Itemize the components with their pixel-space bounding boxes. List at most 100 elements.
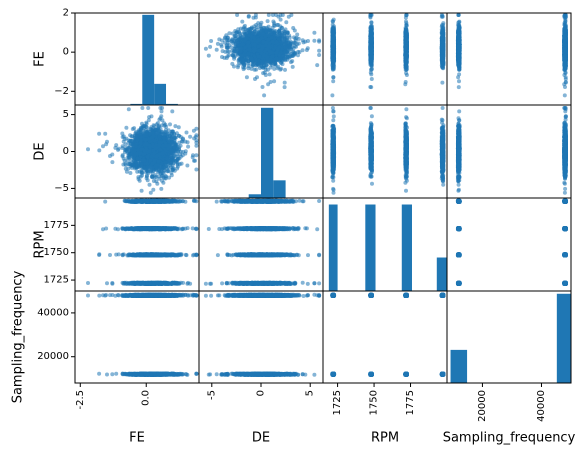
scatter-point	[292, 40, 297, 45]
scatter-point	[261, 54, 266, 58]
scatter-point	[266, 82, 271, 87]
scatter-point	[283, 49, 288, 54]
scatter-point	[259, 36, 264, 40]
scatter-point	[279, 40, 284, 45]
scatter-point	[252, 24, 257, 29]
scatter-point	[440, 57, 445, 62]
scatter-point	[229, 39, 234, 44]
scatter-point	[330, 93, 335, 98]
scatter-point	[331, 42, 336, 47]
scatter-point	[206, 53, 211, 58]
scatter-point	[368, 13, 373, 17]
scatter-point	[283, 45, 288, 50]
scatter-point	[236, 29, 241, 34]
scatter-point	[369, 72, 374, 77]
scatter-point	[293, 36, 298, 41]
scatter-point	[253, 58, 258, 63]
scatter-point	[266, 37, 271, 42]
scatter-point	[296, 53, 300, 58]
scatter-point	[225, 42, 230, 47]
scatter-point	[405, 40, 409, 45]
scatter-point	[250, 35, 255, 40]
scatter-point	[369, 39, 374, 44]
scatter-point	[253, 77, 257, 81]
scatter-point	[274, 50, 279, 55]
scatter-point	[403, 33, 408, 38]
scatter-point	[270, 63, 275, 68]
scatter-point	[289, 60, 293, 65]
scatter-point	[300, 48, 305, 53]
scatter-point	[282, 29, 287, 34]
scatter-point	[404, 19, 408, 24]
scatter-point	[369, 53, 374, 58]
scatter-point	[441, 62, 446, 67]
scatter-point	[249, 66, 254, 71]
scatter-point	[220, 55, 224, 59]
scatter-point	[241, 27, 246, 31]
scatter-point	[262, 93, 267, 98]
scatter-point	[267, 49, 272, 54]
scatter-point	[247, 27, 252, 31]
scatter-point	[234, 50, 239, 55]
scatter-point	[280, 62, 285, 67]
scatter-point	[219, 44, 224, 49]
scatter-point	[230, 61, 235, 66]
scatter-point	[246, 51, 251, 56]
scatter-point	[404, 71, 409, 76]
scatter-point	[252, 31, 257, 36]
hist-bar	[142, 14, 155, 105]
scatter-point	[368, 25, 373, 30]
scatter-point	[280, 44, 285, 49]
scatter-point	[330, 30, 335, 35]
scatter-point	[331, 36, 336, 41]
scatter-point	[267, 72, 272, 77]
scatter-point	[283, 55, 288, 60]
scatter-point	[282, 85, 287, 90]
scatter-point	[253, 13, 258, 17]
scatter-point	[270, 54, 275, 59]
scatter-point	[275, 47, 280, 52]
scatter-point	[246, 44, 250, 48]
scatter-point	[256, 44, 261, 49]
scatter-point	[288, 43, 292, 47]
scatter-point	[331, 62, 336, 67]
scatter-point	[266, 33, 271, 38]
scatter-point	[290, 53, 295, 57]
scatter-point	[272, 66, 277, 71]
scatter-point	[330, 19, 335, 24]
scatter-point	[260, 31, 265, 36]
scatter-point	[440, 45, 445, 49]
scatter-point	[296, 36, 301, 41]
scatter-point	[331, 79, 336, 84]
scatter-point	[306, 39, 310, 43]
scatter-point	[278, 13, 283, 18]
scatter-point	[404, 13, 409, 17]
scatter-point	[244, 75, 249, 80]
scatter-point	[278, 31, 283, 36]
scatter-point	[246, 14, 251, 19]
scatter-point	[297, 50, 302, 55]
panel-fe-vs-rpm	[330, 13, 446, 98]
scatter-point	[369, 20, 374, 25]
scatter-point	[274, 13, 278, 17]
scatter-point	[262, 70, 267, 75]
hist-bar	[130, 103, 143, 105]
scatter-point	[249, 56, 254, 61]
scatter-point	[369, 67, 374, 72]
scatter-point	[259, 20, 264, 25]
scatter-point	[292, 28, 297, 33]
scatter-point	[259, 64, 264, 69]
scatter-point	[233, 36, 238, 41]
scatter-point	[263, 33, 268, 38]
scatter-point	[239, 46, 244, 51]
scatter-point	[403, 82, 408, 87]
panel-fe-vs-sampling_frequency	[455, 13, 568, 98]
scatter-point	[265, 67, 270, 72]
scatter-point	[283, 67, 287, 72]
scatter-point	[251, 49, 256, 53]
scatter-point	[292, 44, 297, 49]
scatter-point	[264, 40, 269, 45]
scatter-point	[257, 30, 262, 35]
scatter-point	[404, 29, 409, 34]
